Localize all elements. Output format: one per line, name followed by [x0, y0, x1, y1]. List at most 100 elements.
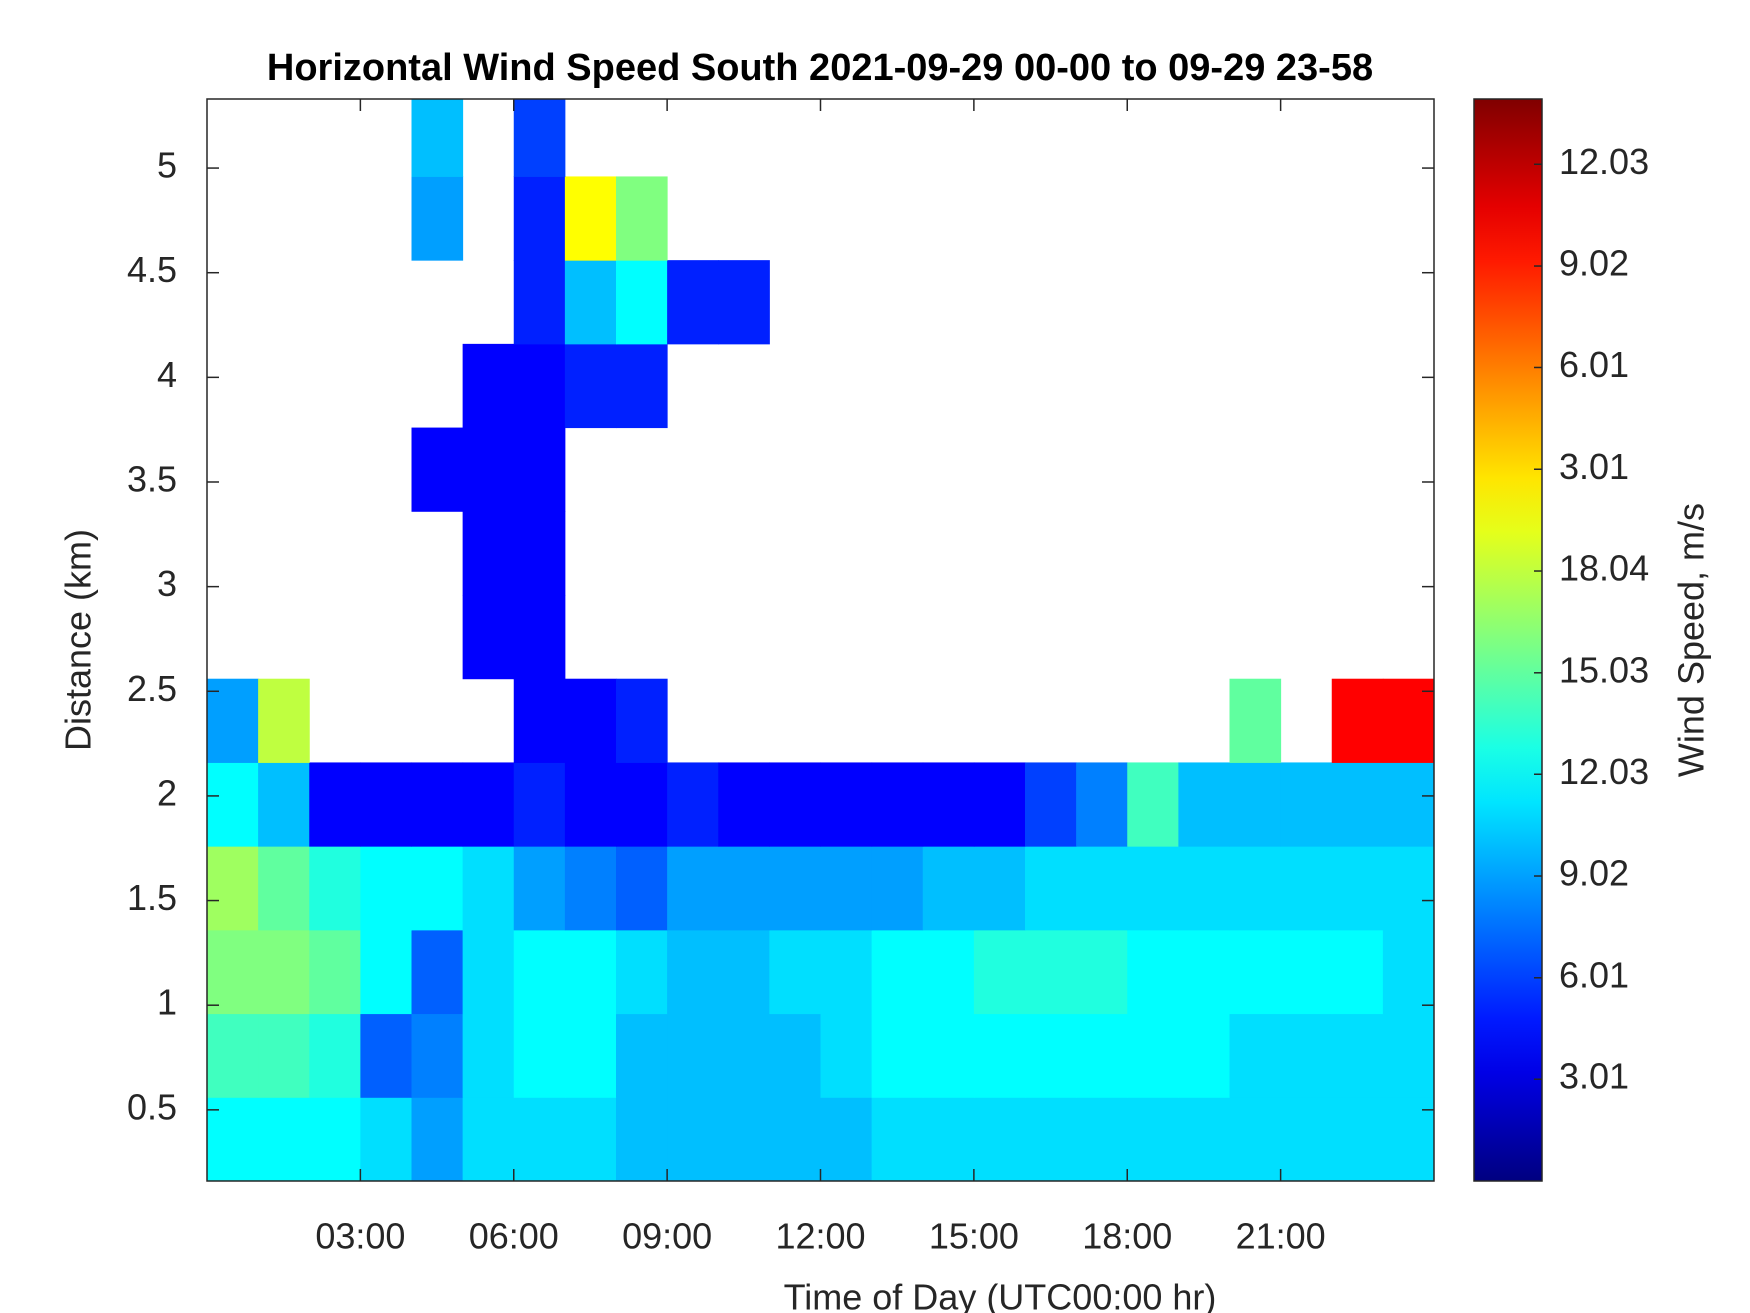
- heatmap-cell: [1178, 846, 1230, 931]
- heatmap-cell: [1382, 678, 1434, 763]
- heatmap-cell: [1178, 1097, 1230, 1181]
- heatmap-cell: [513, 678, 566, 763]
- heatmap-cell: [258, 846, 310, 931]
- heatmap-cell: [616, 846, 668, 931]
- heatmap-cell: [564, 176, 617, 261]
- colorbar-tick-label: 12.03: [1559, 751, 1649, 792]
- heatmap-cell: [922, 762, 975, 847]
- heatmap-cell: [309, 1097, 361, 1181]
- heatmap-cell: [258, 762, 310, 847]
- heatmap-cell: [1025, 846, 1077, 931]
- colorbar-tick-label: 9.02: [1559, 853, 1629, 894]
- heatmap-cell: [360, 846, 412, 931]
- y-tick-label: 2.5: [127, 668, 177, 709]
- heatmap-cell: [616, 678, 668, 763]
- heatmap-cell: [1280, 762, 1333, 847]
- heatmap-cell: [1331, 762, 1384, 847]
- y-tick-label: 2: [157, 772, 177, 813]
- heatmap-cell: [820, 1097, 873, 1181]
- heatmap-cell: [1229, 678, 1282, 763]
- heatmap-cell: [1178, 1013, 1230, 1098]
- colorbar-tick-label: 3.01: [1559, 1056, 1629, 1097]
- heatmap-cell: [1229, 1097, 1282, 1181]
- heatmap-cell: [1331, 1013, 1384, 1098]
- heatmap-cell: [564, 678, 617, 763]
- heatmap-cell: [616, 762, 668, 847]
- heatmap-cell: [667, 260, 719, 345]
- heatmap-cell: [513, 1097, 566, 1181]
- heatmap-cell: [1127, 1097, 1179, 1181]
- heatmap-cell: [309, 1013, 361, 1098]
- heatmap-cell: [360, 1013, 412, 1098]
- heatmap-cell: [411, 846, 464, 931]
- colorbar-tick-label: 12.03: [1559, 141, 1649, 182]
- heatmap-cell: [411, 176, 464, 261]
- heatmap-cell: [1229, 1013, 1282, 1098]
- heatmap-cell: [1280, 1097, 1333, 1181]
- heatmap-cell: [1280, 929, 1333, 1015]
- heatmap-cell: [1280, 846, 1333, 931]
- heatmap-cell: [616, 929, 668, 1015]
- x-tick-label: 03:00: [315, 1216, 405, 1257]
- heatmap-cell: [1229, 762, 1282, 847]
- heatmap-cell: [1331, 929, 1384, 1015]
- heatmap-cell: [360, 1097, 412, 1181]
- colorbar: [1473, 98, 1543, 1182]
- heatmap-cell: [462, 762, 515, 847]
- heatmap-cell: [513, 176, 566, 261]
- heatmap-cell: [718, 762, 770, 847]
- heatmap-cell: [207, 1097, 259, 1181]
- heatmap-cell: [820, 762, 873, 847]
- heatmap-cell: [718, 846, 770, 931]
- heatmap-cell: [360, 929, 412, 1015]
- heatmap-cell: [667, 1013, 719, 1098]
- heatmap-cell: [820, 846, 873, 931]
- heatmap-cell: [564, 1013, 617, 1098]
- heatmap-cell: [667, 929, 719, 1015]
- heatmap-cell: [667, 846, 719, 931]
- x-tick-label: 15:00: [929, 1216, 1019, 1257]
- y-tick-label: 4: [157, 354, 177, 395]
- heatmap-cell: [258, 1097, 310, 1181]
- heatmap-cell: [616, 176, 668, 261]
- heatmap-cell: [258, 1013, 310, 1098]
- heatmap-cell: [1229, 929, 1282, 1015]
- heatmap-cell: [1076, 846, 1128, 931]
- heatmap-cell: [820, 1013, 873, 1098]
- heatmap-cell: [411, 1097, 464, 1181]
- heatmap-cell: [513, 260, 566, 345]
- heatmap-cell: [973, 1097, 1026, 1181]
- colorbar-tick-label: 15.03: [1559, 649, 1649, 690]
- heatmap-cell: [1382, 1013, 1434, 1098]
- heatmap-cell: [1127, 929, 1179, 1015]
- heatmap-cell: [871, 1097, 924, 1181]
- heatmap-cell: [564, 929, 617, 1015]
- heatmap-cell: [973, 762, 1026, 847]
- heatmap-cell: [309, 929, 361, 1015]
- heatmap-cell: [1229, 846, 1282, 931]
- heatmap-cell: [564, 343, 617, 429]
- heatmap: [207, 99, 1434, 1181]
- y-tick-label: 4.5: [127, 249, 177, 290]
- heatmap-cell: [462, 1097, 515, 1181]
- heatmap-cell: [769, 762, 821, 847]
- heatmap-cell: [411, 1013, 464, 1098]
- heatmap-cell: [513, 1013, 566, 1098]
- heatmap-cell: [667, 762, 719, 847]
- colorbar-tick-label: 6.01: [1559, 954, 1629, 995]
- heatmap-cell: [564, 260, 617, 345]
- heatmap-cell: [1382, 1097, 1434, 1181]
- heatmap-cell: [1127, 762, 1179, 847]
- heatmap-cell: [973, 1013, 1026, 1098]
- heatmap-cell: [462, 1013, 515, 1098]
- heatmap-cell: [1076, 929, 1128, 1015]
- heatmap-cell: [513, 846, 566, 931]
- heatmap-cell: [513, 343, 566, 429]
- heatmap-cell: [360, 762, 412, 847]
- y-tick-label: 3: [157, 563, 177, 604]
- heatmap-cell: [616, 1097, 668, 1181]
- heatmap-cell: [871, 1013, 924, 1098]
- heatmap-cell: [667, 1097, 719, 1181]
- heatmap-cell: [513, 427, 566, 512]
- heatmap-cell: [871, 762, 924, 847]
